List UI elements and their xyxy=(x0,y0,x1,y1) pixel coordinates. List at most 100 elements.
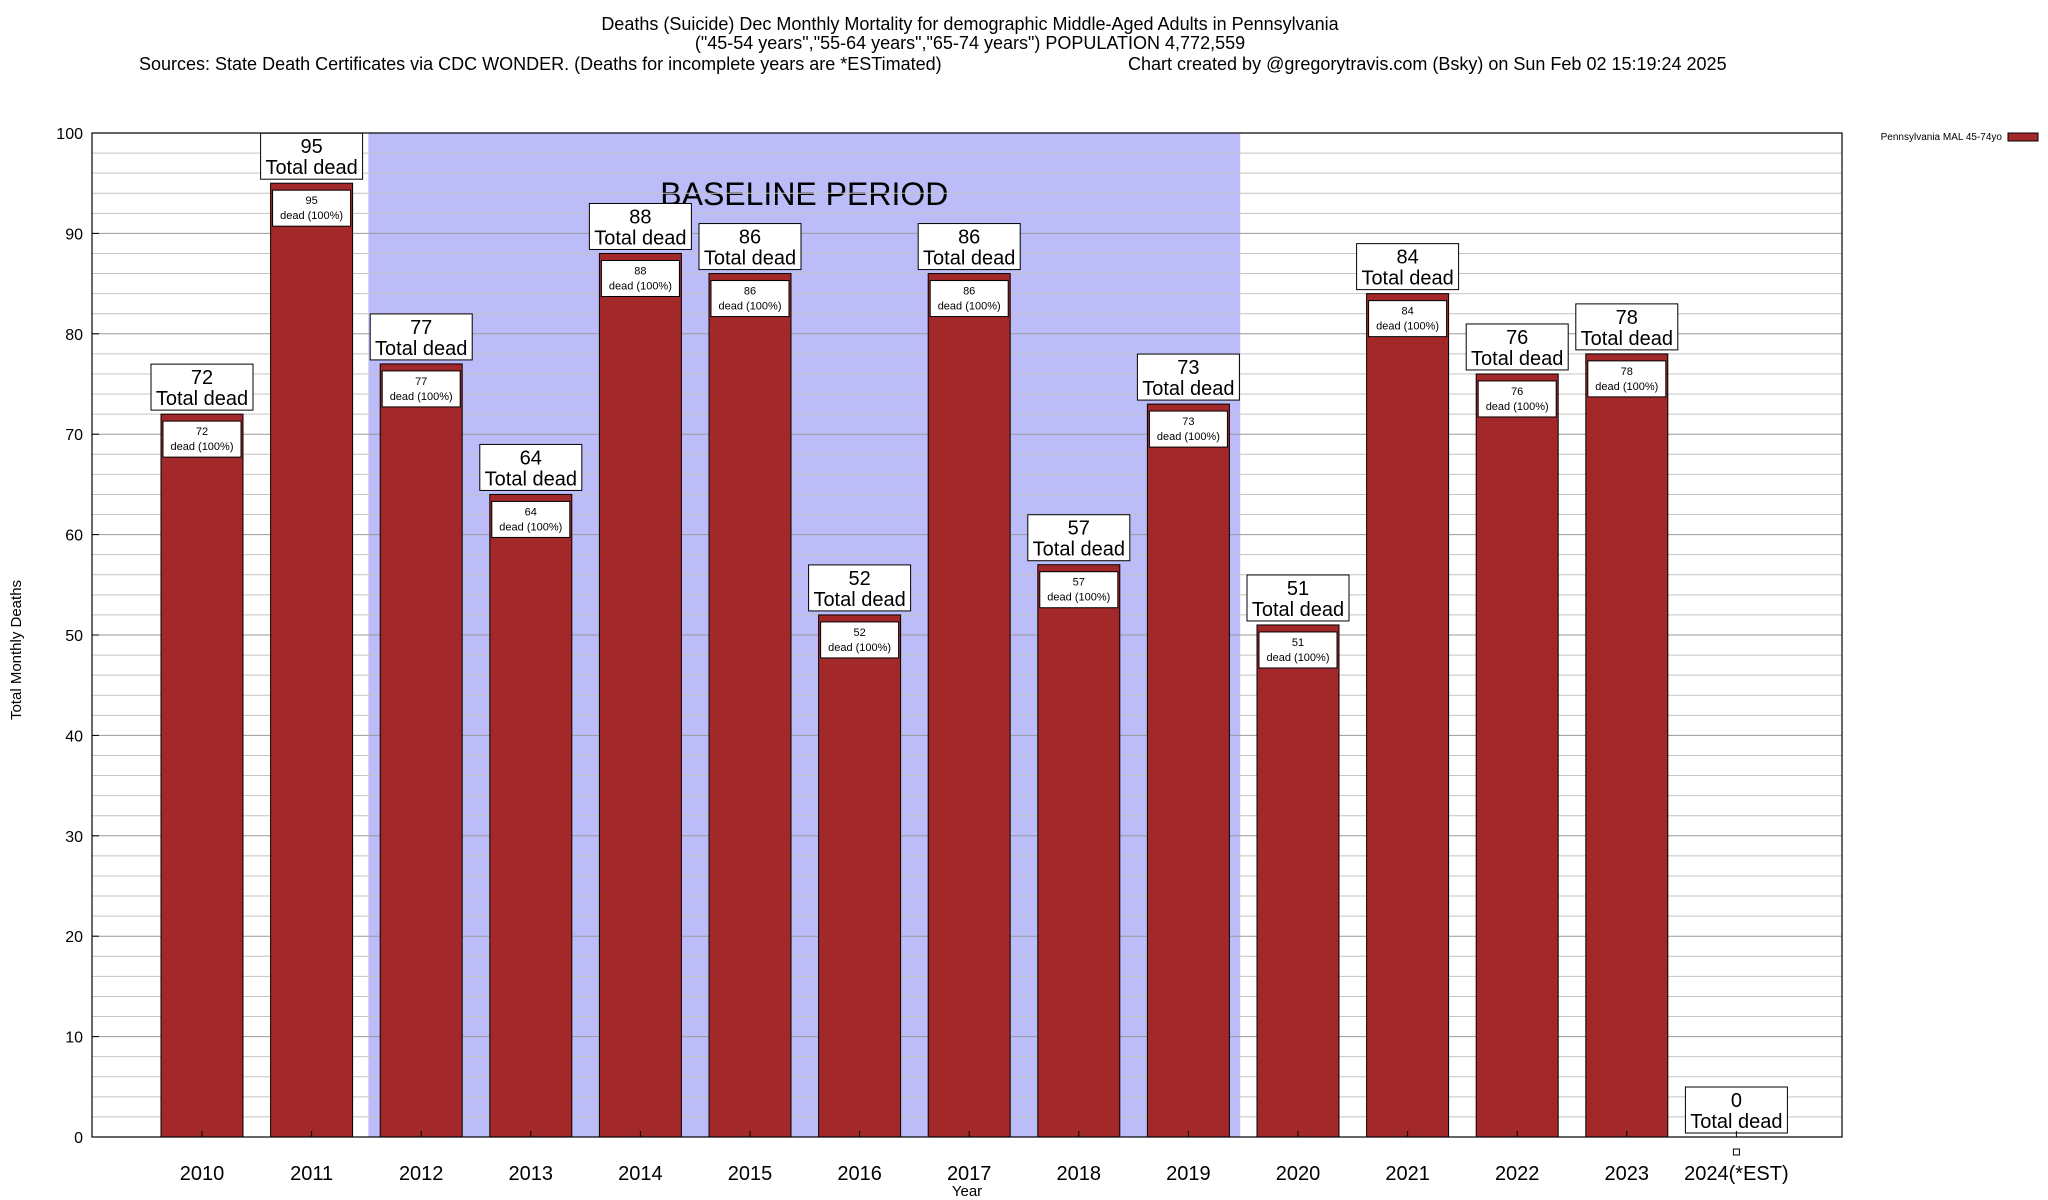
bar-inner-value: 52 xyxy=(853,627,865,639)
x-tick-label: 2011 xyxy=(290,1163,333,1185)
bar-total-value: 72 xyxy=(191,367,213,389)
bar-total-label: Total dead xyxy=(923,248,1015,270)
bar xyxy=(1475,373,1559,1138)
bar-inner-label-box xyxy=(1039,571,1119,609)
bar-inner-label-box xyxy=(820,621,900,659)
y-axis-label: Total Monthly Deaths xyxy=(8,580,25,720)
bar-inner-value: 88 xyxy=(634,265,646,277)
y-tick-label: 50 xyxy=(65,628,83,645)
bar-total-label: Total dead xyxy=(813,589,905,611)
bar-inner-value: 76 xyxy=(1511,386,1523,398)
bar xyxy=(270,182,354,1138)
bar-inner-share: dead (100%) xyxy=(280,210,343,222)
bar-inner-label-box xyxy=(162,420,242,458)
bar-inner-share: dead (100%) xyxy=(1376,321,1439,333)
bar-total-value: 52 xyxy=(848,568,870,590)
bar xyxy=(489,493,573,1138)
bar-total-label-box xyxy=(1246,574,1350,622)
bar-inner-label-box xyxy=(1148,410,1228,448)
y-tick-label: 70 xyxy=(65,427,83,444)
bar-inner-share: dead (100%) xyxy=(719,301,782,313)
bar-inner-value: 86 xyxy=(963,286,975,298)
bar-inner-share: dead (100%) xyxy=(609,280,672,292)
x-tick-label: 2012 xyxy=(399,1163,444,1185)
bar-total-label-box xyxy=(1684,1086,1788,1134)
bar-total-label-box xyxy=(698,223,802,271)
bar-inner-value: 64 xyxy=(525,506,537,518)
bar-inner-share: dead (100%) xyxy=(828,642,891,654)
bar-inner-value: 57 xyxy=(1073,577,1085,589)
bar-total-value: 76 xyxy=(1506,327,1528,349)
x-tick-label: 2024(*EST) xyxy=(1684,1163,1789,1185)
bar xyxy=(160,413,244,1138)
bar xyxy=(927,273,1011,1138)
bar-inner-value: 51 xyxy=(1292,637,1304,649)
bar-total-value: 86 xyxy=(958,227,980,249)
bar-inner-share: dead (100%) xyxy=(171,441,234,453)
chart-sources: Sources: State Death Certificates via CD… xyxy=(139,54,942,74)
bar xyxy=(708,273,792,1138)
bar-inner-value: 77 xyxy=(415,376,427,388)
bar-total-value: 78 xyxy=(1616,307,1638,329)
y-tick-label: 90 xyxy=(65,226,83,243)
bar-inner-share: dead (100%) xyxy=(390,391,453,403)
bar-total-value: 0 xyxy=(1731,1090,1742,1112)
bar-inner-label-box xyxy=(272,189,352,227)
bar-total-label: Total dead xyxy=(1033,539,1125,561)
bar-inner-label-box xyxy=(1368,300,1448,338)
bar-total-value: 84 xyxy=(1396,247,1418,269)
bar xyxy=(1585,353,1669,1138)
bar-inner-share: dead (100%) xyxy=(499,521,562,533)
bar-total-label-box xyxy=(1465,323,1569,371)
bar-total-label: Total dead xyxy=(1361,268,1453,290)
bar-inner-value: 95 xyxy=(305,195,317,207)
bar-total-label-box xyxy=(150,363,254,411)
y-tick-label: 40 xyxy=(65,728,83,745)
bar-total-value: 73 xyxy=(1177,357,1199,379)
bar-inner-label-box xyxy=(600,259,680,297)
bar-total-label: Total dead xyxy=(594,227,686,249)
bar xyxy=(1256,624,1340,1138)
bar-total-label-box xyxy=(369,313,473,361)
y-tick-label: 10 xyxy=(65,1030,83,1047)
chart-title: Deaths (Suicide) Dec Monthly Mortality f… xyxy=(601,14,1339,34)
x-tick-label: 2018 xyxy=(1057,1163,1102,1185)
bar-total-value: 57 xyxy=(1068,518,1090,540)
bar xyxy=(1366,293,1450,1138)
x-tick-label: 2010 xyxy=(180,1163,225,1185)
bar-total-label-box xyxy=(479,443,583,491)
y-tick-label: 0 xyxy=(74,1130,83,1147)
bar-inner-value: 78 xyxy=(1621,366,1633,378)
bar-inner-share: dead (100%) xyxy=(1047,592,1110,604)
x-tick-label: 2023 xyxy=(1605,1163,1650,1185)
bar-total-label: Total dead xyxy=(485,468,577,490)
bar-total-label-box xyxy=(808,564,912,612)
y-tick-label: 80 xyxy=(65,327,83,344)
bar-inner-value: 73 xyxy=(1182,416,1194,428)
bar-total-label-box xyxy=(1027,514,1131,562)
bar-total-label: Total dead xyxy=(1690,1111,1782,1133)
bar-total-label: Total dead xyxy=(1581,328,1673,350)
x-tick-label: 2021 xyxy=(1385,1163,1430,1185)
bar xyxy=(598,252,682,1138)
chart-credit: Chart created by @gregorytravis.com (Bsk… xyxy=(1128,54,1727,74)
x-tick-label: 2013 xyxy=(509,1163,554,1185)
bar xyxy=(1037,564,1121,1138)
bar-total-value: 64 xyxy=(520,447,542,469)
x-tick-label: 2022 xyxy=(1495,1163,1540,1185)
y-tick-label: 60 xyxy=(65,528,83,545)
legend-label: Pennsylvania MAL 45-74yo xyxy=(1881,132,2003,143)
bar-inner-value: 72 xyxy=(196,426,208,438)
bar-total-value: 95 xyxy=(300,136,322,158)
bar-total-label-box xyxy=(588,202,692,250)
bar-inner-share: dead (100%) xyxy=(1267,652,1330,664)
baseline-period-label: BASELINE PERIOD xyxy=(660,176,948,212)
legend: Pennsylvania MAL 45-74yo xyxy=(1881,132,2039,143)
bar-total-label-box xyxy=(1356,243,1460,291)
chart-subtitle: ("45-54 years","55-64 years","65-74 year… xyxy=(695,33,1245,53)
y-tick-label: 100 xyxy=(56,126,83,143)
x-tick-label: 2016 xyxy=(837,1163,882,1185)
bar-total-label: Total dead xyxy=(375,338,467,360)
bar-empty-marker xyxy=(1732,1148,1740,1156)
legend-swatch xyxy=(2007,132,2039,142)
